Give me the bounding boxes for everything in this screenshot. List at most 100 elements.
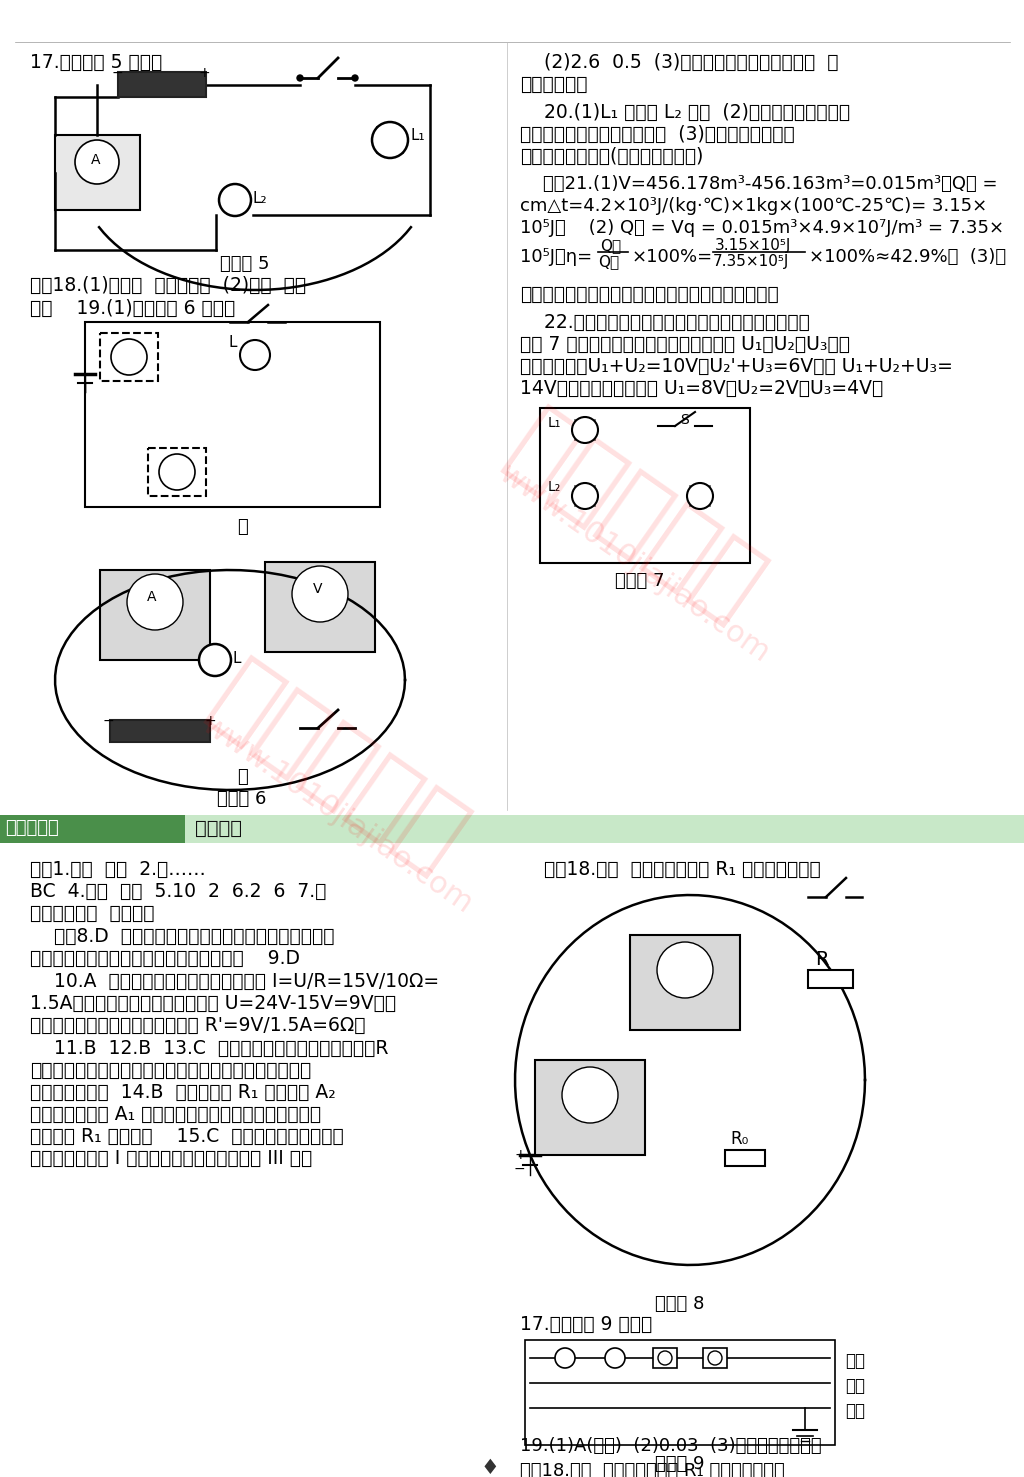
Text: ×100%≈42.9%。  (3)水: ×100%≈42.9%。 (3)水	[809, 248, 1007, 266]
Text: 14V，将三式联立，解得 U₁=8V，U₂=2V，U₃=4V。: 14V，将三式联立，解得 U₁=8V，U₂=2V，U₃=4V。	[520, 380, 884, 397]
Bar	[535, 1060, 645, 1155]
Text: 单元测评题: 单元测评题	[5, 820, 58, 837]
Text: 19.(1)A(或左)  (2)0.03  (3)乳胶管被拉长的过: 19.(1)A(或左) (2)0.03 (3)乳胶管被拉长的过	[520, 1437, 821, 1455]
Bar	[55, 134, 140, 210]
Text: 据题意可得，U₁+U₂=10V，U₂'+U₃=6V，且 U₁+U₂+U₃=: 据题意可得，U₁+U₂=10V，U₂'+U₃=6V，且 U₁+U₂+U₃=	[520, 357, 953, 377]
Text: 11.B  12.B  13.C  提示：油量增加后，浮标上浮，R: 11.B 12.B 13.C 提示：油量增加后，浮标上浮，R	[30, 1038, 388, 1058]
Text: 20.(1)L₁ 短路或 L₂ 断路  (2)串联电路中，电源电: 20.(1)L₁ 短路或 L₂ 断路 (2)串联电路中，电源电	[520, 103, 850, 123]
Text: BC  4.变小  变大  5.10  2  6.2  6  7.电: BC 4.变小 变大 5.10 2 6.2 6 7.电	[30, 882, 327, 901]
Text: +: +	[198, 66, 210, 80]
Text: (2)2.6  0.5  (3)电表的正、负接线柱接反了  选: (2)2.6 0.5 (3)电表的正、负接线柱接反了 选	[520, 53, 839, 72]
Text: 壶吸热；向空气散热；液化气不能完全燃烧；等等。: 壶吸热；向空气散热；液化气不能完全燃烧；等等。	[520, 285, 778, 304]
Bar	[703, 1349, 727, 1368]
Text: 四、18.不成  没有控制电阻箱 R₁ 两端的电压不变: 四、18.不成 没有控制电阻箱 R₁ 两端的电压不变	[520, 860, 821, 879]
Bar	[630, 935, 740, 1029]
Text: A: A	[123, 349, 131, 362]
Text: +: +	[514, 1148, 525, 1162]
Circle shape	[605, 1349, 625, 1368]
Text: V: V	[171, 464, 179, 477]
Circle shape	[658, 1351, 672, 1365]
Text: 以滑动变阻器接入的最小阻值应为 R'=9V/1.5A=6Ω。: 以滑动变阻器接入的最小阻值应为 R'=9V/1.5A=6Ω。	[30, 1016, 366, 1035]
Text: 卷答图 6: 卷答图 6	[217, 790, 266, 808]
Text: Q吸: Q吸	[600, 238, 622, 253]
Text: 是测通过 R₁ 的电流。    15.C  提示：两电阻串联后，: 是测通过 R₁ 的电流。 15.C 提示：两电阻串联后，	[30, 1127, 344, 1146]
Bar	[0, 815, 1024, 843]
Text: ♦: ♦	[480, 1458, 500, 1477]
Text: 10⁵J，η=: 10⁵J，η=	[520, 248, 592, 266]
Bar	[540, 408, 750, 563]
Text: 指针偏转变大。  14.B  提示：由于 R₁ 与电流表 A₂: 指针偏转变大。 14.B 提示：由于 R₁ 与电流表 A₂	[30, 1083, 336, 1102]
Text: A: A	[147, 589, 157, 604]
Text: A: A	[581, 1083, 592, 1097]
Bar	[110, 719, 210, 741]
Circle shape	[352, 75, 358, 81]
Bar	[118, 72, 206, 97]
Text: www.1010jiajiao.com: www.1010jiajiao.com	[198, 710, 478, 920]
Circle shape	[572, 417, 598, 443]
Text: −: −	[112, 66, 124, 80]
Text: 灯泡多做几次实验(或实验次数太少): 灯泡多做几次实验(或实验次数太少)	[520, 148, 703, 165]
Circle shape	[75, 140, 119, 185]
Text: 流表示数大小  横截面积: 流表示数大小 横截面积	[30, 904, 155, 923]
Circle shape	[219, 185, 251, 216]
Circle shape	[555, 1349, 575, 1368]
Text: 四、18.不成  没有控制电阻箱 R₁ 两端的电压不变: 四、18.不成 没有控制电阻箱 R₁ 两端的电压不变	[520, 1462, 784, 1477]
Text: 17.如卷答图 9 所示。: 17.如卷答图 9 所示。	[520, 1315, 652, 1334]
Text: A: A	[91, 154, 100, 167]
Text: 与导体两端的电压和通过导体的电流无关。    9.D: 与导体两端的电压和通过导体的电流无关。 9.D	[30, 950, 300, 967]
Text: Q放: Q放	[598, 254, 620, 269]
Circle shape	[687, 483, 713, 510]
Circle shape	[372, 123, 408, 158]
Text: −: −	[514, 1162, 525, 1176]
Text: L₁: L₁	[410, 128, 425, 143]
Circle shape	[199, 644, 231, 676]
Bar	[148, 448, 206, 496]
Text: 四、18.(1)温度计  温度的变化  (2)汽化  液化: 四、18.(1)温度计 温度的变化 (2)汽化 液化	[30, 276, 306, 295]
Text: 卷答图 9: 卷答图 9	[655, 1455, 705, 1473]
Circle shape	[657, 942, 713, 998]
Text: 卷答图 8: 卷答图 8	[655, 1295, 705, 1313]
Bar	[525, 1340, 835, 1445]
Text: R: R	[815, 950, 828, 969]
Text: cm△t=4.2×10³J/(kg·℃)×1kg×(100℃-25℃)= 3.15×: cm△t=4.2×10³J/(kg·℃)×1kg×(100℃-25℃)= 3.1…	[520, 196, 987, 216]
Text: 变小，电路中总电阻变小，所以油量表（相当于电流表）: 变小，电路中总电阻变小，所以油量表（相当于电流表）	[30, 1060, 311, 1080]
Text: 10⁵J。    (2) Q放 = Vq = 0.015m³×4.9×10⁷J/m³ = 7.35×: 10⁵J。 (2) Q放 = Vq = 0.015m³×4.9×10⁷J/m³ …	[520, 219, 1005, 236]
Text: ×100%=: ×100%=	[632, 248, 713, 266]
Text: +: +	[205, 713, 217, 728]
Text: 7.35×10⁵J: 7.35×10⁵J	[713, 254, 790, 269]
Text: 乙: 乙	[237, 768, 248, 786]
Bar	[100, 332, 158, 381]
Text: R₀: R₀	[730, 1130, 749, 1148]
Text: 总电阻变大应在 I 区，并联后总电阻变小应在 III 区。: 总电阻变大应在 I 区，并联后总电阻变小应在 III 区。	[30, 1149, 312, 1168]
Text: 第十五章: 第十五章	[195, 820, 242, 837]
Text: L₂: L₂	[548, 480, 561, 493]
Text: 一、1.正比  反比  2.了……: 一、1.正比 反比 2.了……	[30, 860, 206, 879]
Circle shape	[297, 75, 303, 81]
Text: 3.15×10⁵J: 3.15×10⁵J	[715, 238, 792, 253]
Text: L₂: L₂	[252, 191, 266, 205]
Text: 17.如卷答图 5 所示。: 17.如卷答图 5 所示。	[30, 53, 162, 72]
Text: 22.由于电压表所在处可视为断路，等效电路图如卷: 22.由于电压表所在处可视为断路，等效电路图如卷	[520, 313, 810, 332]
Circle shape	[708, 1351, 722, 1365]
Text: 火线: 火线	[845, 1351, 865, 1371]
Text: 精英家教网: 精英家教网	[493, 397, 777, 637]
Text: L: L	[233, 651, 242, 666]
Text: 地线: 地线	[845, 1402, 865, 1419]
Text: 五、21.(1)V=456.178m³-456.163m³=0.015m³，Q吸 =: 五、21.(1)V=456.178m³-456.163m³=0.015m³，Q吸…	[520, 174, 997, 193]
Circle shape	[127, 575, 183, 631]
Text: V: V	[313, 582, 323, 597]
Text: S: S	[680, 414, 689, 427]
Bar	[725, 1151, 765, 1165]
Circle shape	[292, 566, 348, 622]
Text: www.1010jiajiao.com: www.1010jiajiao.com	[495, 459, 775, 669]
Text: 压等于各用电器两端电压之和  (3)应换用规格不同的: 压等于各用电器两端电压之和 (3)应换用规格不同的	[520, 126, 795, 143]
Text: 大于    19.(1)如卷答图 6 所示。: 大于 19.(1)如卷答图 6 所示。	[30, 298, 236, 318]
Text: V: V	[676, 957, 686, 972]
Bar	[265, 563, 375, 651]
Text: 1.5A，滑动变阻器分得的最小电压 U=24V-15V=9V，所: 1.5A，滑动变阻器分得的最小电压 U=24V-15V=9V，所	[30, 994, 396, 1013]
Text: 甲: 甲	[237, 518, 248, 536]
Bar	[85, 322, 380, 507]
Text: 答图 7 所示。设三盏灯两端的电压分别为 U₁、U₂、U₃，根: 答图 7 所示。设三盏灯两端的电压分别为 U₁、U₂、U₃，根	[520, 335, 850, 354]
Text: L: L	[228, 335, 237, 350]
Text: L₁: L₁	[548, 417, 561, 430]
